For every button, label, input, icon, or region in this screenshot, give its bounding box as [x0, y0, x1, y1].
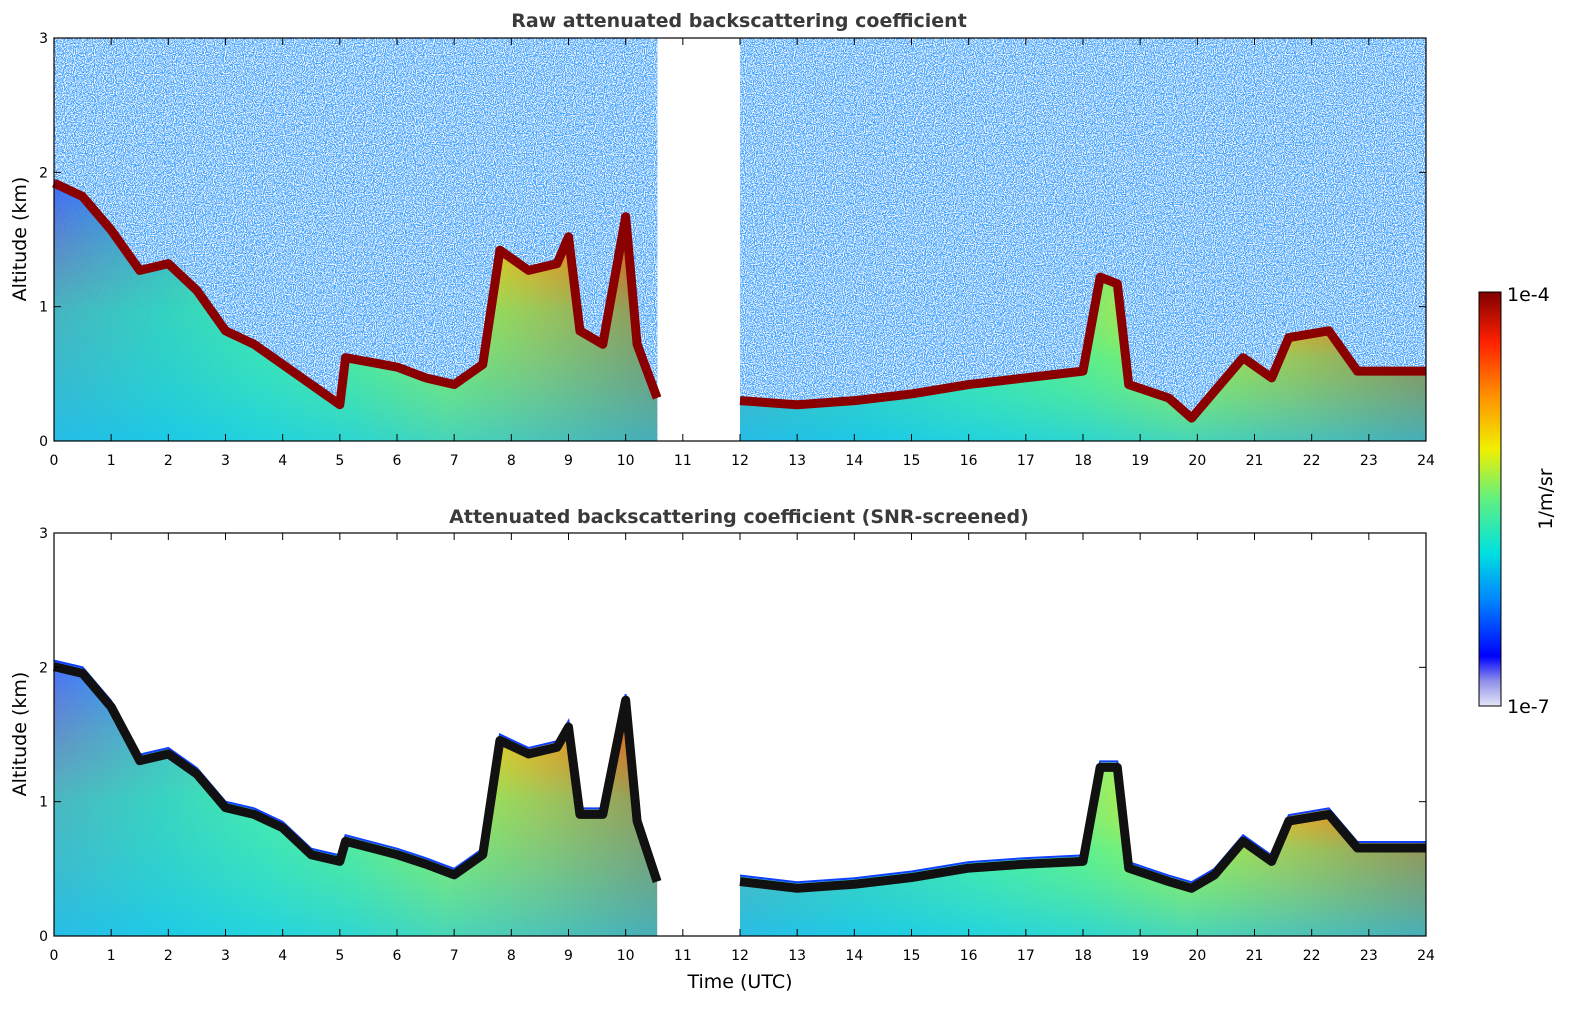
x-tick-label: 19 — [1131, 948, 1149, 964]
x-tick-label: 14 — [845, 453, 863, 469]
x-tick-label: 3 — [221, 453, 230, 469]
y-tick-label: 2 — [39, 660, 48, 676]
x-tick-label: 3 — [221, 948, 230, 964]
x-tick-label: 13 — [788, 948, 806, 964]
colorbar: 1e-4 1e-7 1/m/sr — [1478, 284, 1557, 718]
x-tick-label: 5 — [335, 948, 344, 964]
x-tick-label: 12 — [731, 948, 749, 964]
x-tick-label: 23 — [1360, 453, 1378, 469]
x-tick-label: 17 — [1017, 948, 1035, 964]
x-tick-label: 20 — [1188, 948, 1206, 964]
x-tick-label: 10 — [617, 948, 635, 964]
colorbar-min-label: 1e-7 — [1507, 696, 1550, 718]
layer-low-band-1 — [54, 660, 658, 936]
x-tick-label: 24 — [1417, 948, 1435, 964]
y-tick-label: 0 — [39, 434, 48, 450]
x-tick-label: 0 — [50, 453, 59, 469]
x-tick-label: 15 — [903, 453, 921, 469]
x-tick-label: 22 — [1303, 948, 1321, 964]
layer-low-band-2 — [740, 761, 1426, 936]
x-tick-label: 1 — [107, 948, 116, 964]
x-tick-label: 16 — [960, 453, 978, 469]
colorbar-max-label: 1e-4 — [1507, 284, 1550, 306]
layer-low-band-1 — [54, 179, 658, 442]
x-tick-label: 21 — [1246, 948, 1264, 964]
screened-axes: 0 1 2 3 4 5 6 7 8 9 10 11 12 13 14 15 16 17 18 19 20 21 22 23 24… — [39, 526, 1435, 964]
x-tick-label: 11 — [674, 948, 692, 964]
x-tick-label: 8 — [507, 453, 516, 469]
raw-backscatter-panel: Raw attenuated backscattering coefficien… — [9, 10, 1435, 469]
raw-axes: 0 1 2 3 4 5 6 7 8 9 10 11 12 13 14 15 16 17 18 19 20 21 22 23 24… — [39, 31, 1435, 469]
x-tick-label: 2 — [164, 948, 173, 964]
x-tick-label: 16 — [960, 948, 978, 964]
raw-y-axis-label: Altitude (km) — [9, 177, 31, 302]
x-tick-label: 21 — [1246, 453, 1264, 469]
colorbar-ramp — [1478, 291, 1502, 707]
y-tick-label: 1 — [39, 795, 48, 811]
x-tick-label: 18 — [1074, 948, 1092, 964]
x-tick-label: 20 — [1188, 453, 1206, 469]
x-tick-label: 9 — [564, 453, 573, 469]
x-tick-label: 6 — [393, 453, 402, 469]
x-tick-label: 23 — [1360, 948, 1378, 964]
x-tick-label: 12 — [731, 453, 749, 469]
raw-panel-title: Raw attenuated backscattering coefficien… — [511, 10, 967, 32]
layer-top-1 — [52, 662, 662, 883]
x-tick-label: 9 — [564, 948, 573, 964]
y-tick-label: 3 — [39, 31, 48, 47]
x-tick-label: 24 — [1417, 453, 1435, 469]
x-tick-label: 6 — [393, 948, 402, 964]
x-tick-label: 19 — [1131, 453, 1149, 469]
x-tick-label: 1 — [107, 453, 116, 469]
x-tick-label: 14 — [845, 948, 863, 964]
x-tick-label: 11 — [674, 453, 692, 469]
layer-top-1 — [52, 178, 662, 410]
x-tick-label: 4 — [278, 948, 287, 964]
x-tick-label: 17 — [1017, 453, 1035, 469]
raw-plot-area — [52, 38, 1426, 442]
layer-top-2 — [739, 272, 1426, 423]
x-tick-label: 18 — [1074, 453, 1092, 469]
x-tick-label: 4 — [278, 453, 287, 469]
x-tick-label: 2 — [164, 453, 173, 469]
snr-screened-panel: Attenuated backscattering coefficient (S… — [9, 506, 1435, 993]
y-tick-label: 1 — [39, 300, 48, 316]
x-axis-label: Time (UTC) — [686, 971, 792, 993]
x-tick-label: 0 — [50, 948, 59, 964]
x-tick-label: 13 — [788, 453, 806, 469]
screened-plot-area — [52, 659, 1426, 936]
x-tick-label: 8 — [507, 948, 516, 964]
x-tick-label: 22 — [1303, 453, 1321, 469]
screened-panel-title: Attenuated backscattering coefficient (S… — [449, 506, 1029, 528]
screened-y-axis-label: Altitude (km) — [9, 672, 31, 797]
x-tick-label: 7 — [450, 948, 459, 964]
layer-low-band-2 — [740, 273, 1426, 441]
x-tick-label: 5 — [335, 453, 344, 469]
x-tick-label: 10 — [617, 453, 635, 469]
x-tick-label: 7 — [450, 453, 459, 469]
y-tick-label: 0 — [39, 929, 48, 945]
layer-top-2 — [739, 762, 1426, 893]
x-tick-label: 15 — [903, 948, 921, 964]
colorbar-unit-label: 1/m/sr — [1535, 468, 1557, 529]
y-tick-label: 3 — [39, 526, 48, 542]
y-tick-label: 2 — [39, 165, 48, 181]
